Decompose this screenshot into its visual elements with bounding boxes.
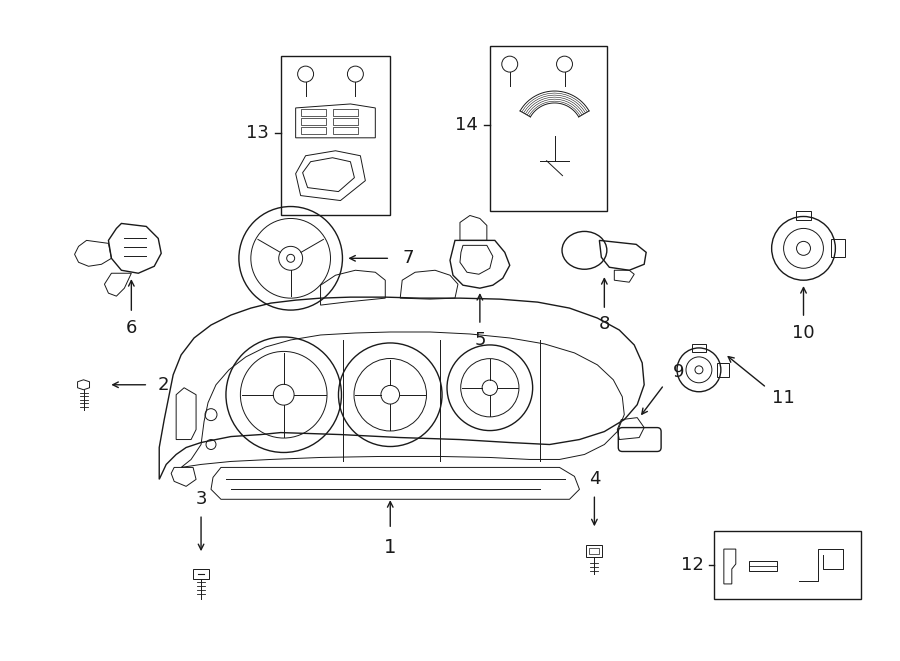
Bar — [490, 46, 608, 210]
Bar — [334, 109, 358, 116]
Text: 14: 14 — [455, 116, 478, 134]
Text: 2: 2 — [158, 375, 169, 394]
Text: 12: 12 — [681, 556, 704, 574]
Bar — [334, 127, 358, 134]
Text: 10: 10 — [792, 324, 814, 342]
Text: 8: 8 — [598, 315, 610, 333]
Text: 5: 5 — [474, 331, 486, 349]
Bar — [194, 569, 209, 579]
Bar — [301, 109, 326, 116]
Bar — [714, 531, 861, 599]
Bar — [301, 118, 326, 125]
Text: 6: 6 — [126, 319, 137, 337]
Bar — [832, 239, 845, 257]
Text: 1: 1 — [384, 537, 396, 557]
Text: 9: 9 — [673, 363, 685, 381]
Text: 13: 13 — [246, 124, 269, 141]
Bar — [281, 56, 391, 215]
Bar — [796, 210, 812, 221]
Bar — [301, 127, 326, 134]
Text: 4: 4 — [589, 471, 600, 488]
Bar — [334, 118, 358, 125]
Text: 7: 7 — [402, 249, 414, 267]
Bar — [692, 344, 706, 352]
Bar — [717, 363, 729, 377]
Text: 3: 3 — [195, 490, 207, 508]
Text: 11: 11 — [772, 389, 795, 407]
Bar — [587, 545, 602, 557]
Bar — [749, 561, 777, 571]
Bar — [590, 548, 599, 554]
